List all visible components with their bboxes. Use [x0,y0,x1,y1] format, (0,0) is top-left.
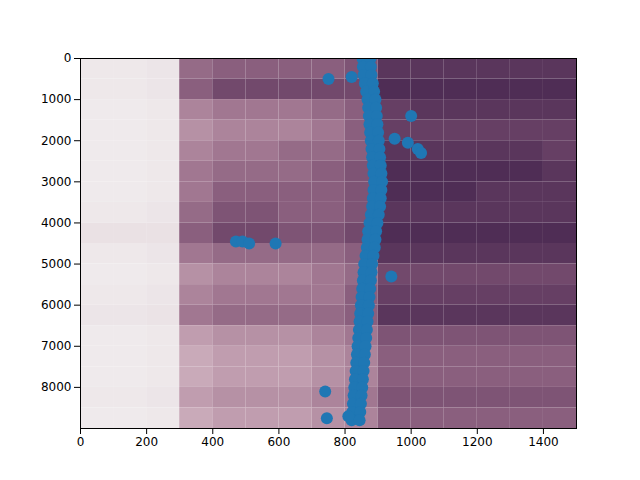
svg-text:400: 400 [201,435,224,449]
svg-text:800: 800 [334,435,357,449]
svg-text:0: 0 [77,435,85,449]
svg-text:6000: 6000 [41,298,72,312]
svg-text:5000: 5000 [41,257,72,271]
svg-text:4000: 4000 [41,216,72,230]
svg-text:1000: 1000 [41,92,72,106]
svg-text:2000: 2000 [41,134,72,148]
svg-text:1400: 1400 [528,435,559,449]
svg-text:600: 600 [267,435,290,449]
svg-text:1000: 1000 [396,435,427,449]
svg-text:1200: 1200 [462,435,493,449]
svg-text:3000: 3000 [41,175,72,189]
svg-text:200: 200 [135,435,158,449]
svg-text:0: 0 [64,51,72,65]
svg-text:8000: 8000 [41,380,72,394]
svg-text:7000: 7000 [41,339,72,353]
